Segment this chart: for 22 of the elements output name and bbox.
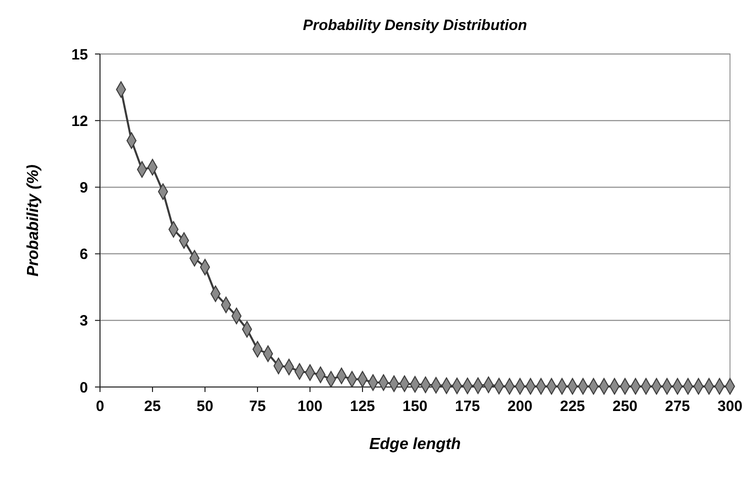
y-tick-label: 3 [80, 312, 88, 330]
x-tick-label: 150 [402, 398, 428, 415]
x-tick-label: 225 [560, 398, 586, 415]
x-tick-label: 175 [454, 398, 480, 415]
x-tick-label: 50 [196, 398, 214, 415]
x-tick-label: 300 [717, 398, 743, 415]
x-tick-label: 250 [612, 398, 638, 415]
x-tick-label: 200 [507, 398, 533, 415]
y-tick-label: 6 [80, 246, 88, 264]
x-axis-title: Edge length [369, 436, 461, 453]
x-tick-label: 25 [144, 398, 161, 415]
x-tick-label: 100 [297, 398, 323, 415]
y-tick-label: 0 [80, 379, 88, 396]
y-tick-label: 9 [80, 179, 88, 196]
x-tick-label: 0 [96, 398, 104, 415]
y-tick-label: 12 [71, 112, 88, 130]
y-tick-label: 15 [71, 46, 88, 64]
y-axis-title: Probability (%) [25, 164, 42, 277]
chart-title: Probability Density Distribution [302, 17, 528, 34]
x-tick-label: 75 [249, 398, 266, 415]
x-tick-label: 125 [350, 398, 376, 415]
x-tick-label: 275 [664, 398, 690, 415]
